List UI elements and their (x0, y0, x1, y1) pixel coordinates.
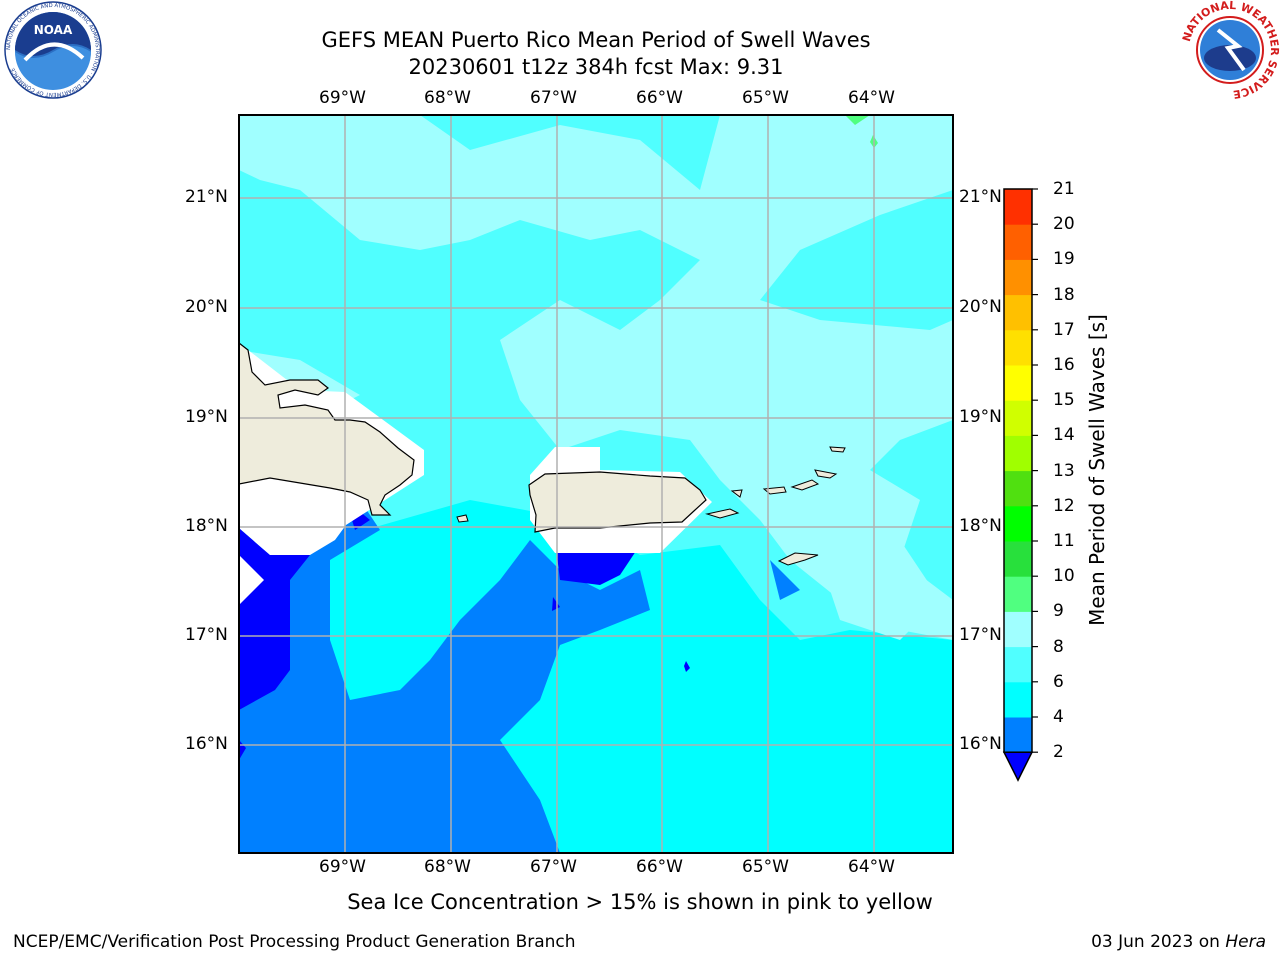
lat-label-right: 20°N (959, 297, 1002, 317)
lon-label-bottom: 67°W (530, 857, 577, 877)
chart-subtitle: 20230601 t12z 384h fcst Max: 9.31 (408, 55, 784, 79)
colorbar-extend-arrow (1002, 751, 1034, 782)
colorbar-tick-label: 10 (1053, 566, 1075, 587)
colorbar-segment (1004, 646, 1032, 683)
colorbar-segment (1004, 435, 1032, 472)
mona-island (456, 514, 469, 523)
colorbar-segment (1004, 541, 1032, 577)
colorbar-segment (1004, 365, 1032, 401)
lon-label-bottom: 66°W (636, 857, 683, 877)
noaa-logo-text: NOAA (34, 23, 73, 37)
chart-title: GEFS MEAN Puerto Rico Mean Period of Swe… (321, 28, 871, 52)
colorbar-segment (1004, 681, 1032, 718)
lat-label-right: 21°N (959, 187, 1002, 207)
colorbar-tick-label: 17 (1053, 319, 1075, 340)
lat-label-left: 19°N (185, 407, 228, 427)
lon-label-top: 69°W (319, 88, 366, 108)
colorbar-tick-label: 14 (1053, 425, 1075, 446)
colorbar-title: Mean Period of Swell Waves [s] (1085, 314, 1109, 626)
swell-field-below-2 (552, 597, 560, 611)
colorbar-segment (1004, 505, 1032, 542)
colorbar-segment (1004, 224, 1032, 260)
swell-field-2-4 (239, 500, 650, 853)
footer-date-text: 03 Jun 2023 on (1091, 932, 1220, 952)
colorbar-segment (1004, 400, 1032, 436)
colorbar-segment (1004, 576, 1032, 612)
swell-field-8-9 (700, 320, 860, 380)
lat-label-right: 19°N (959, 407, 1002, 427)
culebra-island (730, 489, 743, 498)
colorbar-segment (1004, 294, 1032, 331)
colorbar-segment (1004, 611, 1032, 648)
hispaniola-land (239, 342, 415, 516)
colorbar-tick-label: 2 (1053, 742, 1064, 763)
colorbar-tick-label: 12 (1053, 495, 1075, 516)
lon-label-bottom: 69°W (319, 857, 366, 877)
colorbar-segment (1004, 329, 1032, 366)
lon-label-top: 66°W (636, 88, 683, 108)
lat-label-left: 21°N (185, 187, 228, 207)
no-data-region (239, 555, 264, 605)
colorbar (1002, 188, 1038, 782)
nws-logo: NATIONAL WEATHER SERVICE (1180, 0, 1280, 101)
lat-label-left: 18°N (185, 516, 228, 536)
lon-label-bottom: 64°W (848, 857, 895, 877)
colorbar-tick-label: 16 (1053, 355, 1075, 375)
colorbar-segment (1004, 470, 1032, 507)
swell-field-9-10 (845, 115, 870, 125)
footer-machine: Hera (1225, 932, 1266, 952)
vieques-island (705, 508, 740, 519)
colorbar-tick-label: 13 (1053, 460, 1075, 481)
colorbar-tick-label: 19 (1053, 249, 1075, 270)
lat-label-left: 17°N (185, 625, 228, 645)
colorbar-segment (1004, 717, 1032, 753)
anegada-island (829, 446, 846, 453)
colorbar-tick-label: 20 (1053, 214, 1075, 235)
lat-label-right: 16°N (959, 734, 1002, 754)
colorbar-tick-label: 4 (1053, 707, 1064, 727)
footer-date: 03 Jun 2023 on Hera (1091, 932, 1266, 952)
colorbar-tick-label: 15 (1053, 390, 1075, 411)
colorbar-tick-label: 9 (1053, 601, 1064, 622)
colorbar-segment (1004, 189, 1032, 225)
st-john-island (790, 479, 820, 491)
bvi-island (814, 469, 838, 479)
lon-label-bottom: 65°W (742, 857, 789, 877)
lat-label-left: 16°N (185, 734, 228, 754)
lat-label-left: 20°N (185, 297, 228, 317)
swell-field-below-2 (684, 661, 690, 672)
sea-ice-caption: Sea Ice Concentration > 15% is shown in … (347, 890, 933, 914)
noaa-logo: NATIONAL OCEANIC AND ATMOSPHERIC ADMINIS… (3, 0, 103, 100)
colorbar-tick-label: 6 (1053, 671, 1064, 692)
st-croix-island (777, 552, 819, 566)
colorbar-tick-label: 8 (1053, 636, 1064, 657)
lon-label-top: 65°W (742, 88, 789, 108)
colorbar-tick-label: 21 (1053, 179, 1075, 199)
lat-label-right: 17°N (959, 625, 1002, 645)
lon-label-top: 68°W (424, 88, 471, 108)
lon-label-top: 67°W (530, 88, 577, 108)
swell-field-2-4 (770, 560, 800, 600)
footer-branch: NCEP/EMC/Verification Post Processing Pr… (13, 932, 576, 952)
lon-label-bottom: 68°W (424, 857, 471, 877)
swell-field-8-9 (820, 540, 940, 640)
swell-field-8-9 (239, 115, 953, 640)
lat-label-right: 18°N (959, 516, 1002, 536)
colorbar-tick-label: 18 (1053, 284, 1075, 305)
colorbar-tick-label: 11 (1053, 531, 1075, 551)
map-frame (238, 114, 954, 854)
lon-label-top: 64°W (848, 88, 895, 108)
colorbar-segment (1004, 259, 1032, 296)
graticule (239, 115, 953, 853)
